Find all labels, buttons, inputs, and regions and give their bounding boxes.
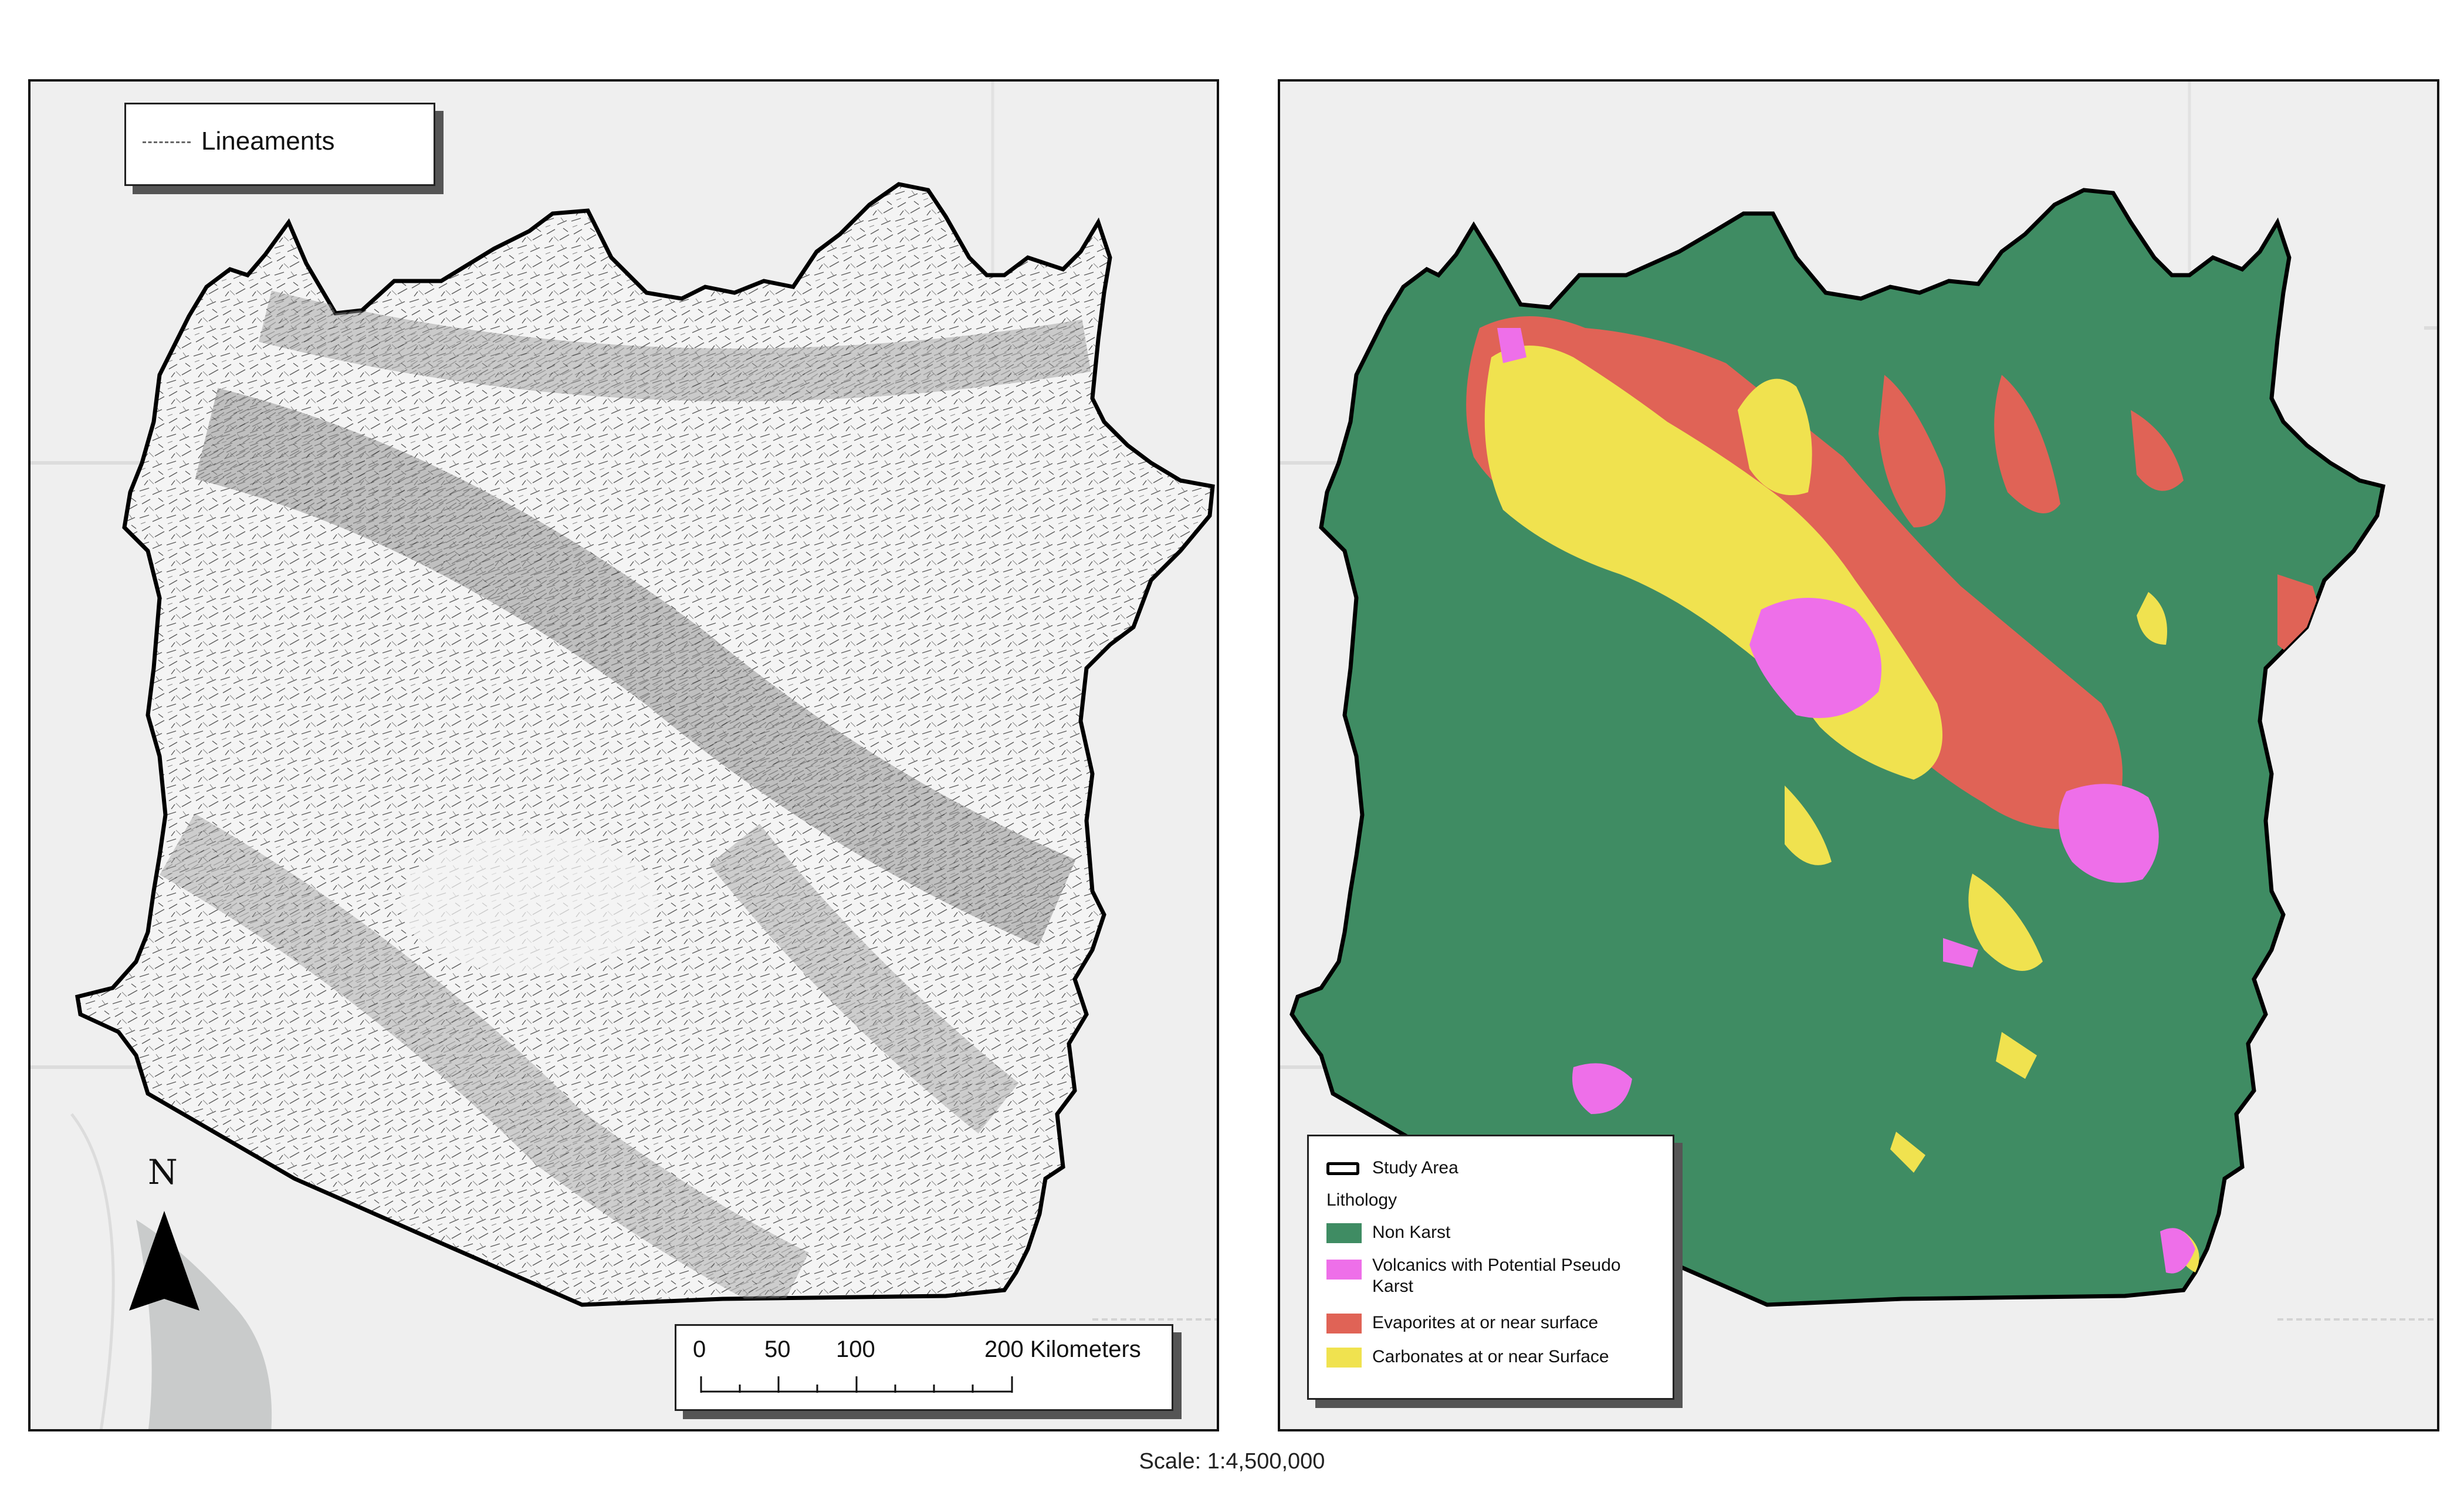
scale-bar-graphic bbox=[700, 1376, 1013, 1393]
lithology-map bbox=[1280, 82, 2437, 1321]
non-karst-swatch bbox=[1326, 1223, 1362, 1243]
lithology-map-panel[interactable]: Study Area Lithology Non Karst Volcanics… bbox=[1278, 79, 2439, 1431]
study-area-label: Study Area bbox=[1372, 1158, 1458, 1177]
scale-tick-50: 50 bbox=[764, 1336, 791, 1362]
north-arrow-icon bbox=[129, 1211, 199, 1311]
scale-bar: 0 50 100 200 Kilometers bbox=[675, 1324, 1173, 1411]
north-arrow: N bbox=[123, 1152, 205, 1410]
lineaments-legend: Lineaments bbox=[124, 103, 435, 186]
volcanics-label: Volcanics with Potential Pseudo Karst bbox=[1372, 1255, 1621, 1296]
lithology-legend: Study Area Lithology Non Karst Volcanics… bbox=[1307, 1135, 1674, 1400]
lineaments-legend-label: Lineaments bbox=[201, 127, 335, 155]
lineament-line-symbol bbox=[143, 141, 191, 143]
lineaments-map-panel[interactable]: Lineaments N 0 50 100 200 Kilo bbox=[28, 79, 1219, 1431]
evaporites-swatch bbox=[1326, 1314, 1362, 1333]
study-area-symbol bbox=[1326, 1162, 1359, 1175]
lineaments-map bbox=[31, 82, 1217, 1429]
north-arrow-label: N bbox=[148, 1152, 178, 1192]
scale-tick-200: 200 Kilometers bbox=[984, 1336, 1141, 1362]
evaporites-label: Evaporites at or near surface bbox=[1372, 1313, 1599, 1332]
map-scale-text: Scale: 1:4,500,000 bbox=[1139, 1449, 1325, 1474]
volcanics-swatch bbox=[1326, 1260, 1362, 1280]
non-karst-label: Non Karst bbox=[1372, 1223, 1451, 1242]
lithology-heading: Lithology bbox=[1326, 1190, 1397, 1210]
scale-tick-0: 0 bbox=[693, 1336, 706, 1362]
scale-tick-100: 100 bbox=[836, 1336, 875, 1362]
carbonates-swatch bbox=[1326, 1348, 1362, 1368]
carbonates-label: Carbonates at or near Surface bbox=[1372, 1347, 1609, 1366]
